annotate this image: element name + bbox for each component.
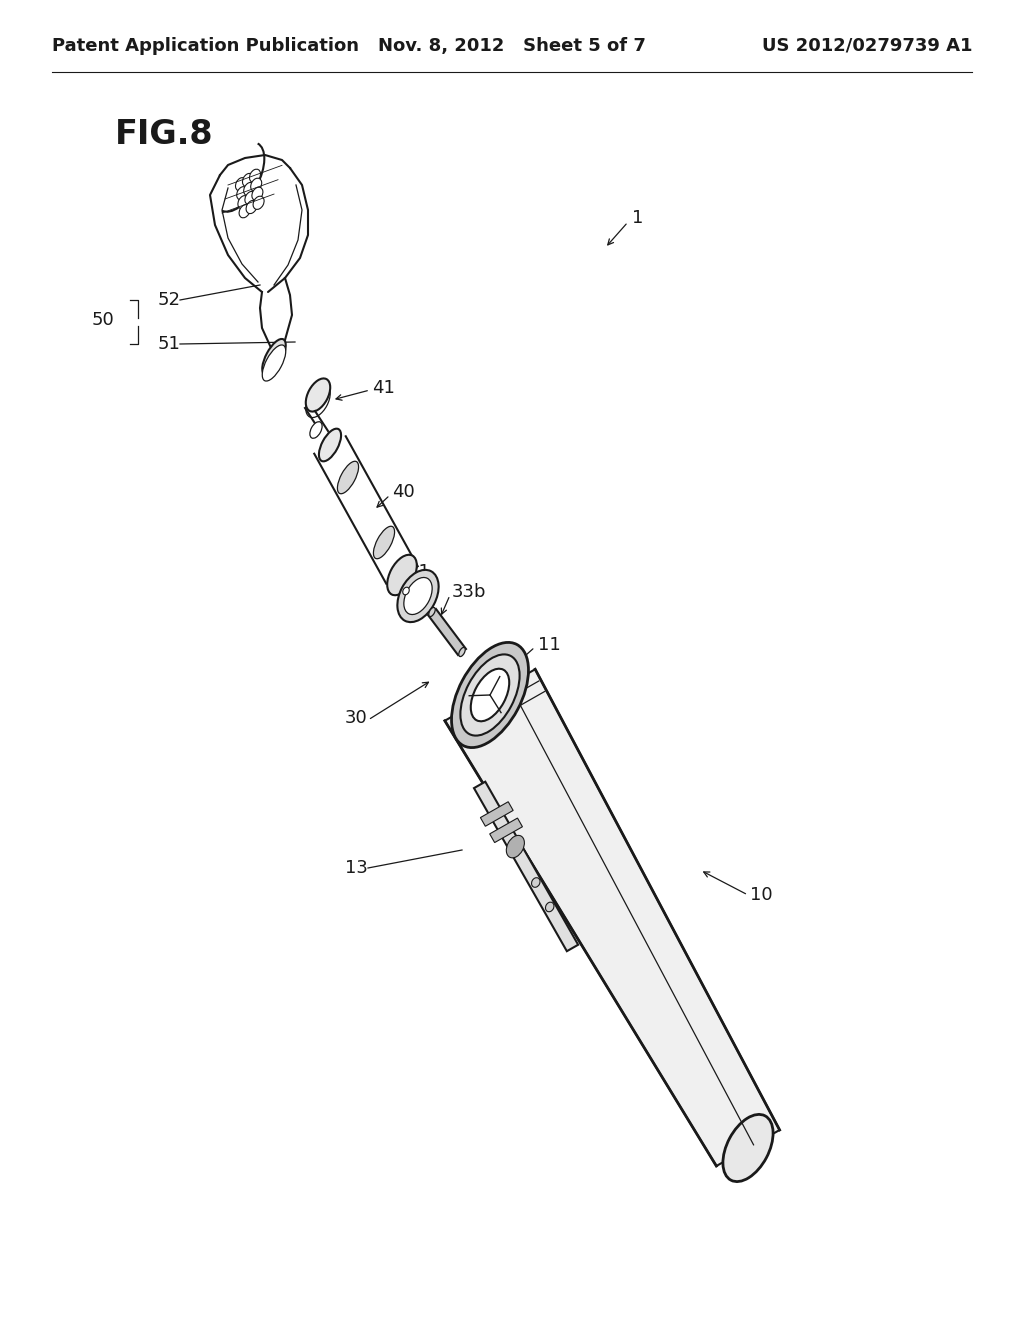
- Text: 41: 41: [372, 379, 395, 397]
- Text: 40: 40: [392, 483, 415, 502]
- Ellipse shape: [244, 182, 255, 195]
- Ellipse shape: [310, 421, 323, 438]
- Text: US 2012/0279739 A1: US 2012/0279739 A1: [762, 37, 972, 55]
- Ellipse shape: [397, 570, 438, 622]
- Ellipse shape: [506, 836, 524, 858]
- Text: 13: 13: [345, 859, 368, 876]
- Ellipse shape: [318, 429, 341, 462]
- Ellipse shape: [252, 187, 263, 201]
- Text: 50: 50: [92, 312, 115, 329]
- Ellipse shape: [246, 201, 257, 214]
- Polygon shape: [480, 801, 513, 826]
- Ellipse shape: [262, 345, 286, 381]
- Text: 33b: 33b: [452, 583, 486, 601]
- Ellipse shape: [243, 173, 254, 186]
- Text: 1: 1: [632, 209, 643, 227]
- Ellipse shape: [546, 902, 554, 912]
- Ellipse shape: [250, 169, 260, 182]
- Ellipse shape: [471, 669, 509, 721]
- Ellipse shape: [387, 554, 417, 595]
- Text: Patent Application Publication: Patent Application Publication: [52, 37, 359, 55]
- Ellipse shape: [374, 527, 394, 558]
- Ellipse shape: [306, 384, 330, 417]
- Ellipse shape: [262, 339, 286, 375]
- Text: 52: 52: [158, 290, 181, 309]
- Text: 11: 11: [538, 636, 561, 653]
- Polygon shape: [428, 609, 466, 655]
- Ellipse shape: [238, 195, 249, 209]
- Ellipse shape: [239, 205, 250, 218]
- Ellipse shape: [251, 178, 262, 191]
- Ellipse shape: [236, 178, 247, 191]
- Ellipse shape: [723, 1114, 773, 1181]
- Ellipse shape: [457, 648, 523, 742]
- Ellipse shape: [338, 461, 358, 494]
- Ellipse shape: [245, 191, 256, 205]
- Text: 51: 51: [158, 335, 181, 352]
- Polygon shape: [444, 669, 779, 1166]
- Text: 10: 10: [750, 886, 773, 904]
- Polygon shape: [314, 437, 418, 583]
- Ellipse shape: [253, 197, 264, 210]
- Ellipse shape: [459, 647, 465, 656]
- Text: 31: 31: [408, 564, 431, 581]
- Ellipse shape: [237, 186, 248, 199]
- Ellipse shape: [531, 878, 540, 887]
- Polygon shape: [489, 818, 522, 842]
- Ellipse shape: [306, 379, 330, 412]
- Ellipse shape: [452, 643, 528, 747]
- Ellipse shape: [403, 577, 432, 615]
- Ellipse shape: [429, 607, 435, 616]
- Polygon shape: [474, 781, 579, 952]
- Ellipse shape: [461, 655, 519, 735]
- Text: FIG.8: FIG.8: [115, 117, 214, 150]
- Ellipse shape: [402, 587, 410, 595]
- Text: 30: 30: [345, 709, 368, 727]
- Text: Nov. 8, 2012   Sheet 5 of 7: Nov. 8, 2012 Sheet 5 of 7: [378, 37, 646, 55]
